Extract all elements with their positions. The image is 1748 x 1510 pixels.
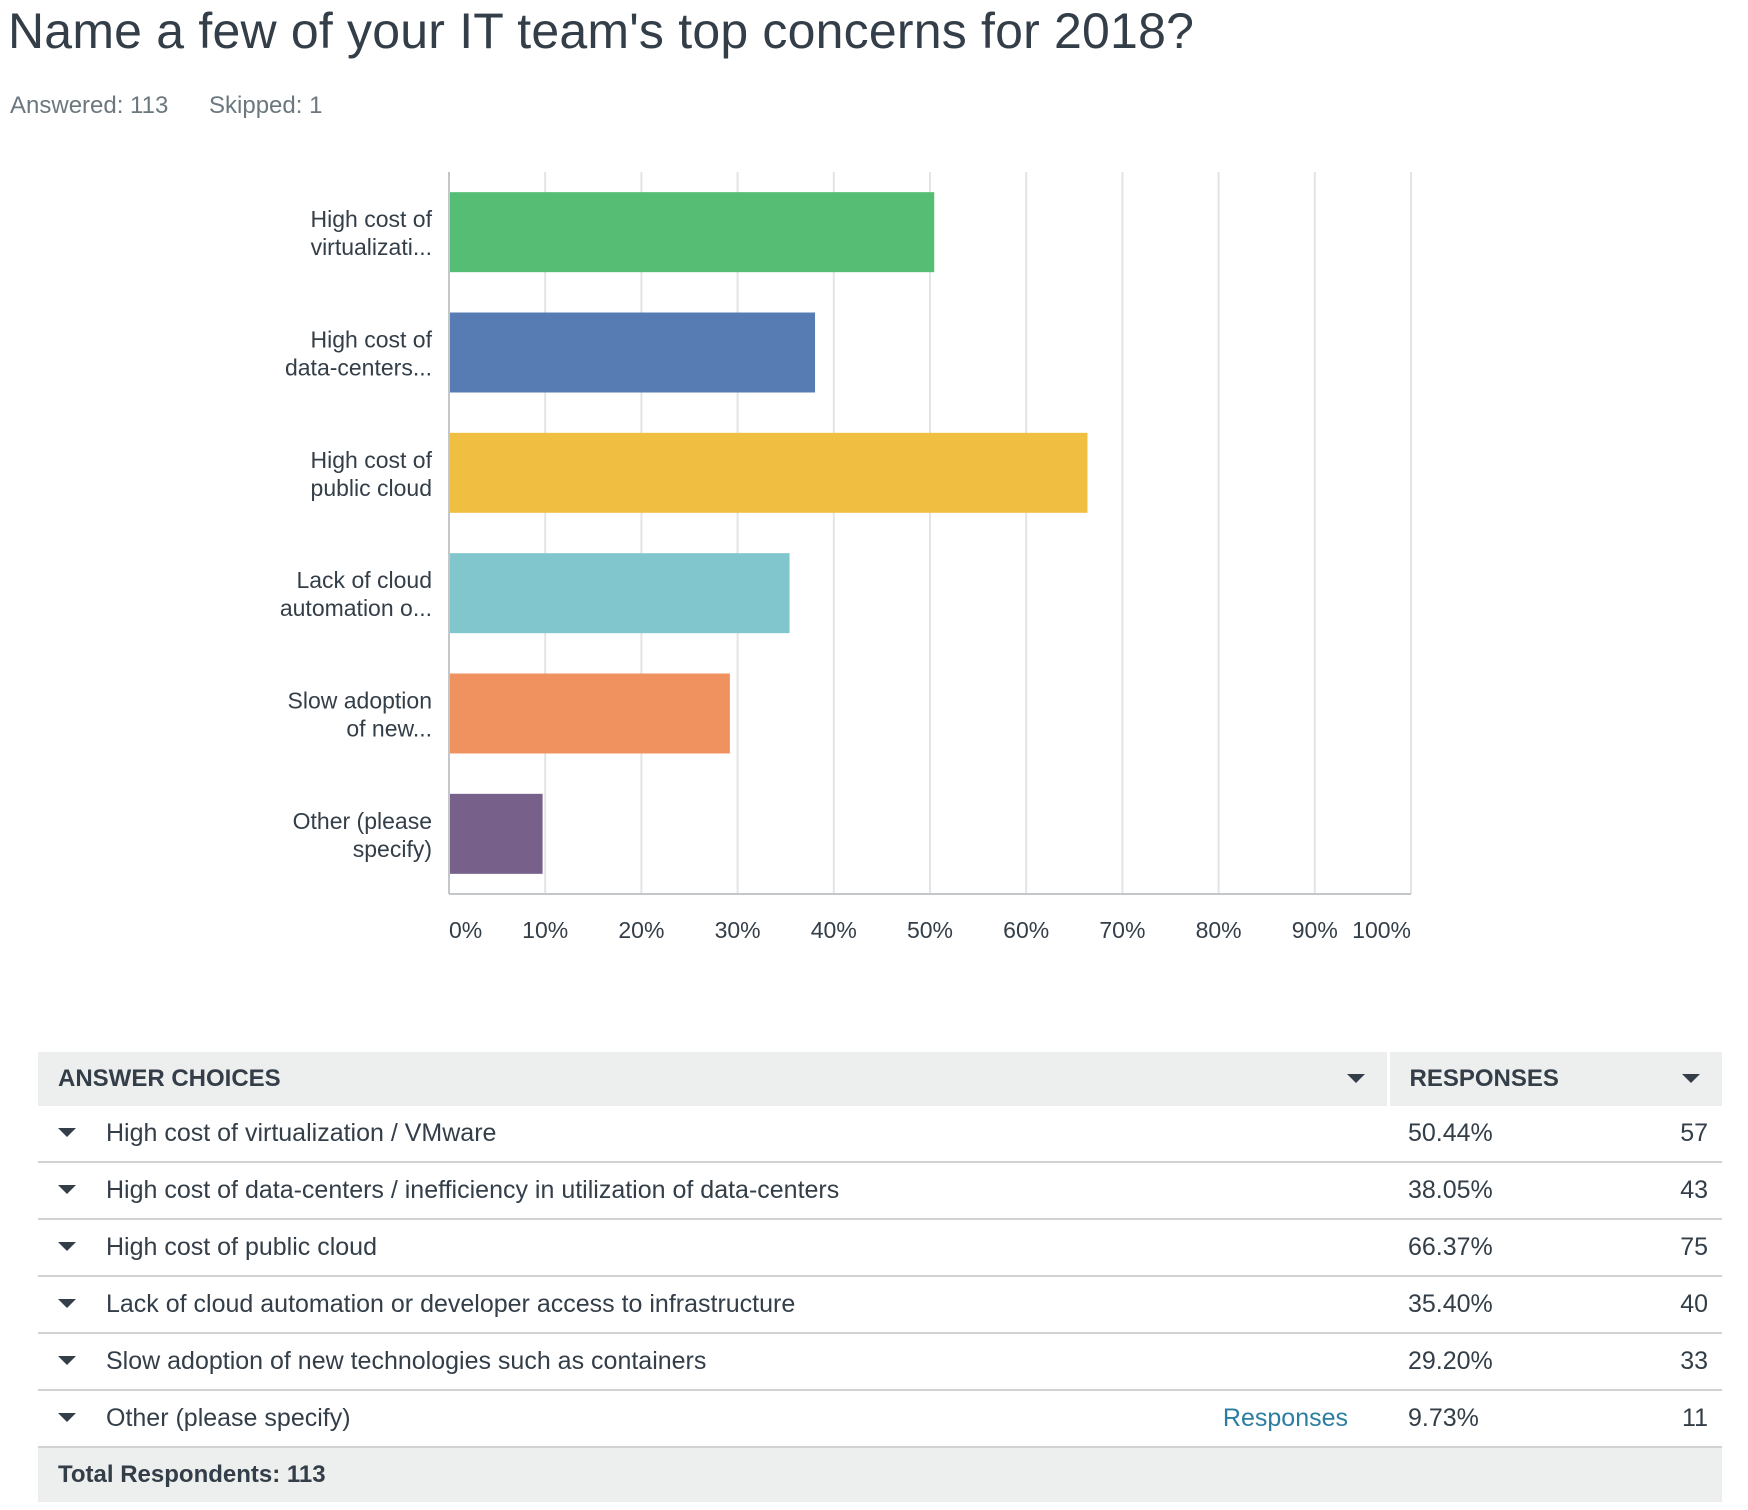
expand-caret-icon[interactable] (58, 1356, 76, 1366)
responses-header[interactable]: RESPONSES (1386, 1052, 1722, 1106)
skipped-count: Skipped: 1 (209, 92, 323, 119)
choice-label: Lack of cloud automation or developer ac… (106, 1290, 796, 1318)
x-tick-label: 80% (1196, 917, 1242, 943)
x-tick-label: 90% (1292, 917, 1338, 943)
total-respondents: Total Respondents: 113 (38, 1447, 1722, 1502)
bar (450, 192, 935, 273)
x-tick-label: 100% (1352, 917, 1411, 943)
answer-choices-header[interactable]: ANSWER CHOICES (38, 1052, 1388, 1106)
category-label: High cost of virtualizati... (311, 206, 433, 260)
question-title: Name a few of your IT team's top concern… (8, 3, 1195, 59)
expand-caret-icon[interactable] (58, 1413, 76, 1423)
response-count: 75 (1608, 1219, 1722, 1277)
answer-choices-header-label: ANSWER CHOICES (58, 1065, 281, 1092)
sort-caret-icon[interactable] (1682, 1074, 1700, 1083)
answered-count: Answered: 113 (10, 92, 169, 119)
category-label: High cost of public cloud (311, 447, 433, 501)
response-count: 33 (1608, 1333, 1722, 1391)
table-row[interactable]: Other (please specify) Responses 9.73% 11 (38, 1390, 1722, 1448)
category-label: Other (please specify) (293, 808, 432, 862)
response-percent: 66.37% (1388, 1219, 1608, 1277)
answer-table: ANSWER CHOICES RESPONSES High cost of vi… (38, 1052, 1722, 1502)
table-row[interactable]: Slow adoption of new technologies such a… (38, 1333, 1722, 1391)
bar-chart: 0% 10% 20% 30% 40% 50% 60% 70% 80% 90% 100% High co… (280, 172, 1412, 943)
expand-caret-icon[interactable] (58, 1128, 76, 1138)
responses-link[interactable]: Responses (1222, 1404, 1348, 1432)
table-row[interactable]: High cost of virtualization / VMware 50.… (38, 1106, 1722, 1163)
x-tick-label: 60% (1003, 917, 1049, 943)
x-tick-label: 10% (522, 917, 568, 943)
bar (450, 673, 730, 754)
expand-caret-icon[interactable] (58, 1299, 76, 1309)
expand-caret-icon[interactable] (58, 1242, 76, 1252)
x-tick-label: 40% (811, 917, 857, 943)
x-tick-label: 30% (715, 917, 761, 943)
response-percent: 50.44% (1388, 1106, 1608, 1163)
expand-caret-icon[interactable] (58, 1185, 76, 1195)
response-count: 11 (1608, 1390, 1722, 1448)
category-label: Lack of cloud automation o... (280, 567, 432, 621)
responses-header-label: RESPONSES (1409, 1065, 1559, 1092)
bar (450, 432, 1088, 513)
response-percent: 9.73% (1388, 1390, 1608, 1448)
choice-label: High cost of data-centers / inefficiency… (106, 1176, 840, 1204)
table-row[interactable]: Lack of cloud automation or developer ac… (38, 1276, 1722, 1334)
choice-label: High cost of public cloud (106, 1233, 377, 1261)
response-stats: Answered: 113 Skipped: 1 (10, 92, 356, 120)
x-tick-label: 20% (618, 917, 664, 943)
bar (450, 793, 543, 874)
bar (450, 553, 790, 634)
x-tick-label: 70% (1099, 917, 1145, 943)
response-count: 40 (1608, 1276, 1722, 1334)
choice-label: High cost of virtualization / VMware (106, 1119, 497, 1147)
response-count: 43 (1608, 1162, 1722, 1220)
category-label: Slow adoption of new... (288, 688, 433, 742)
x-tick-label: 0% (449, 917, 482, 943)
response-count: 57 (1608, 1106, 1722, 1163)
answer-rows: High cost of virtualization / VMware 50.… (38, 1106, 1722, 1502)
table-row[interactable]: High cost of public cloud 66.37% 75 (38, 1219, 1722, 1277)
choice-label: Slow adoption of new technologies such a… (106, 1347, 707, 1375)
x-tick-label: 50% (907, 917, 953, 943)
category-label: High cost of data-centers... (285, 327, 433, 381)
response-percent: 38.05% (1388, 1162, 1608, 1220)
sort-caret-icon[interactable] (1346, 1074, 1365, 1083)
choice-label: Other (please specify) (106, 1404, 351, 1432)
total-row: Total Respondents: 113 (38, 1447, 1722, 1502)
response-percent: 29.20% (1388, 1333, 1608, 1391)
table-row[interactable]: High cost of data-centers / inefficiency… (38, 1162, 1722, 1220)
response-percent: 35.40% (1388, 1276, 1608, 1334)
bar (450, 312, 816, 393)
